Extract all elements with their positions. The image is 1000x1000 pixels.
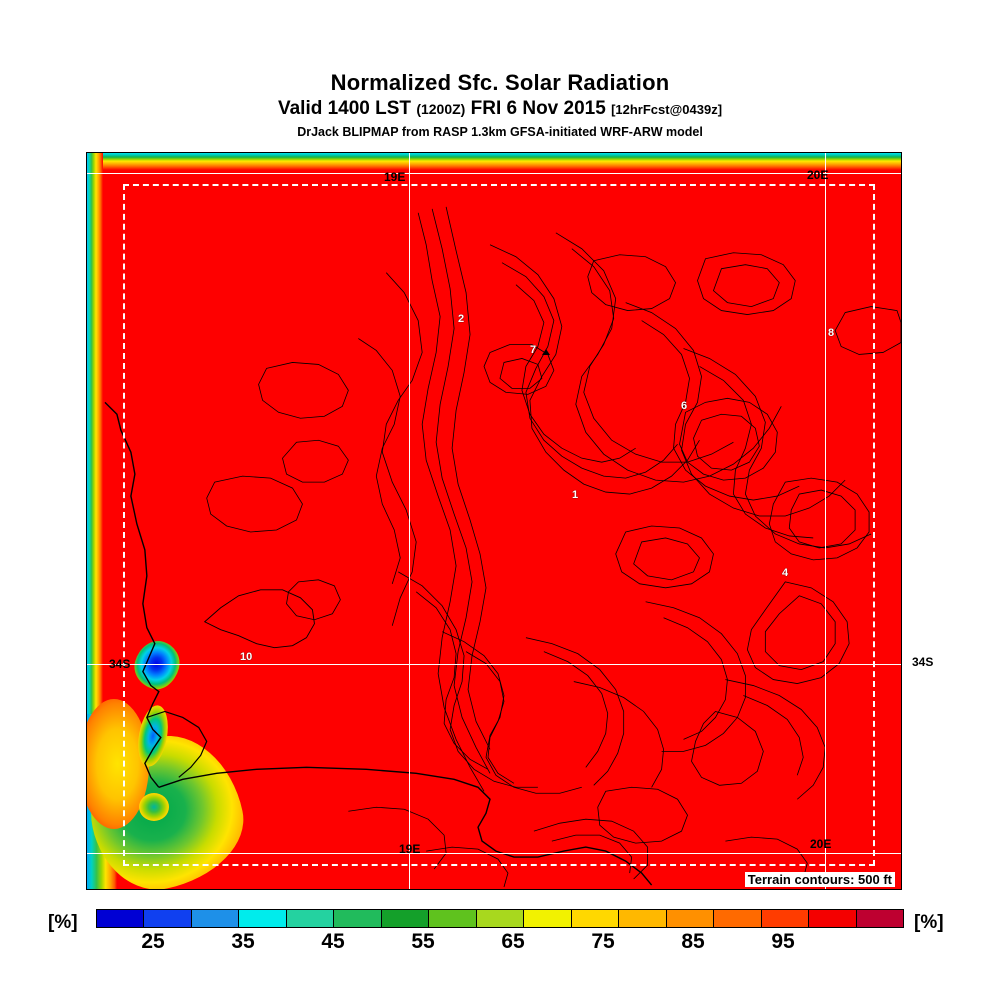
map-plot-area[interactable]: 19E 20E 19E 20E 34S 2 7 8 6 1 4 10 Terra… [86, 152, 902, 890]
station-label-1: 1 [572, 489, 579, 501]
lon-label-20e-top: 20E [807, 168, 829, 182]
colorbar-tick-55: 55 [411, 930, 435, 953]
lat-label-34s-inmap: 34S [109, 657, 131, 671]
station-label-10: 10 [240, 651, 253, 663]
station-marker-7 [542, 349, 550, 355]
gridline-lon-19e [409, 153, 410, 889]
valid-time-lst: Valid 1400 LST [277, 98, 417, 119]
valid-time-line: Valid 1400 LST (1200Z) FRI 6 Nov 2015 [1… [0, 97, 1000, 122]
map-inner: 19E 20E 19E 20E 34S 2 7 8 6 1 4 10 Terra… [87, 153, 901, 889]
page-title: Normalized Sfc. Solar Radiation [330, 70, 670, 95]
lat-label-right-34s: 34S [912, 655, 934, 669]
low-radiation-region-west-coast [87, 699, 149, 829]
valid-time-utc: (1200Z) [416, 101, 466, 117]
colorbar-swatch-7 [429, 910, 477, 927]
colorbar-swatch-16 [856, 910, 903, 927]
colorbar-tick-45: 45 [321, 930, 345, 953]
forecast-stamp: [12hrFcst@0439z] [611, 102, 723, 117]
colorbar-swatch-4 [286, 910, 335, 927]
colorbar-tick-95: 95 [771, 930, 795, 953]
low-radiation-core-south [139, 793, 169, 821]
colorbar-tick-35: 35 [231, 930, 255, 953]
colorbar-tick-65: 65 [501, 930, 525, 953]
lon-label-19e-top: 19E [384, 170, 406, 184]
gridline-lon-20e [825, 153, 826, 889]
subdomain-dashed-box [123, 184, 875, 866]
colorbar-swatch-6 [381, 910, 430, 927]
lon-label-19e-bottom: 19E [399, 842, 421, 856]
terrain-contour-note: Terrain contours: 500 ft [744, 872, 895, 887]
gridline-lat-top [87, 173, 901, 174]
lon-label-20e-bottom: 20E [810, 837, 832, 851]
colorbar-unit-left: [%] [48, 912, 78, 933]
colorbar-unit-right: [%] [914, 912, 944, 933]
colorbar-swatch-15 [809, 910, 857, 927]
colorbar-swatch-8 [476, 910, 525, 927]
colorbar-swatch-0 [97, 910, 145, 927]
colorbar-swatch-5 [334, 910, 382, 927]
colorbar-swatch-9 [524, 910, 572, 927]
station-label-2: 2 [458, 313, 465, 325]
colorbar-swatch-13 [714, 910, 762, 927]
gridline-lat-34s [87, 664, 901, 665]
domain-edge-gradient-top [87, 153, 901, 170]
colorbar-tick-25: 25 [141, 930, 165, 953]
colorbar-swatch-3 [239, 910, 287, 927]
terrain-contours-overlay [104, 206, 901, 888]
model-source-line: DrJack BLIPMAP from RASP 1.3km GFSA-init… [297, 125, 703, 139]
colorbar-swatch-11 [619, 910, 667, 927]
gridline-lat-bottom [87, 853, 901, 854]
title-block: Normalized Sfc. Solar Radiation Valid 14… [0, 70, 1000, 141]
station-label-6: 6 [681, 400, 688, 412]
colorbar-swatch-12 [666, 910, 715, 927]
colorbar-swatch-14 [761, 910, 810, 927]
colorbar-swatch-2 [191, 910, 240, 927]
station-label-8: 8 [828, 327, 835, 339]
colorbar[interactable] [96, 909, 904, 928]
colorbar-tick-85: 85 [681, 930, 705, 953]
station-label-7: 7 [530, 344, 537, 356]
station-label-4: 4 [782, 567, 789, 579]
colorbar-swatch-10 [571, 910, 620, 927]
colorbar-tick-75: 75 [591, 930, 615, 953]
valid-date: FRI 6 Nov 2015 [465, 98, 612, 119]
colorbar-swatch-1 [144, 910, 192, 927]
